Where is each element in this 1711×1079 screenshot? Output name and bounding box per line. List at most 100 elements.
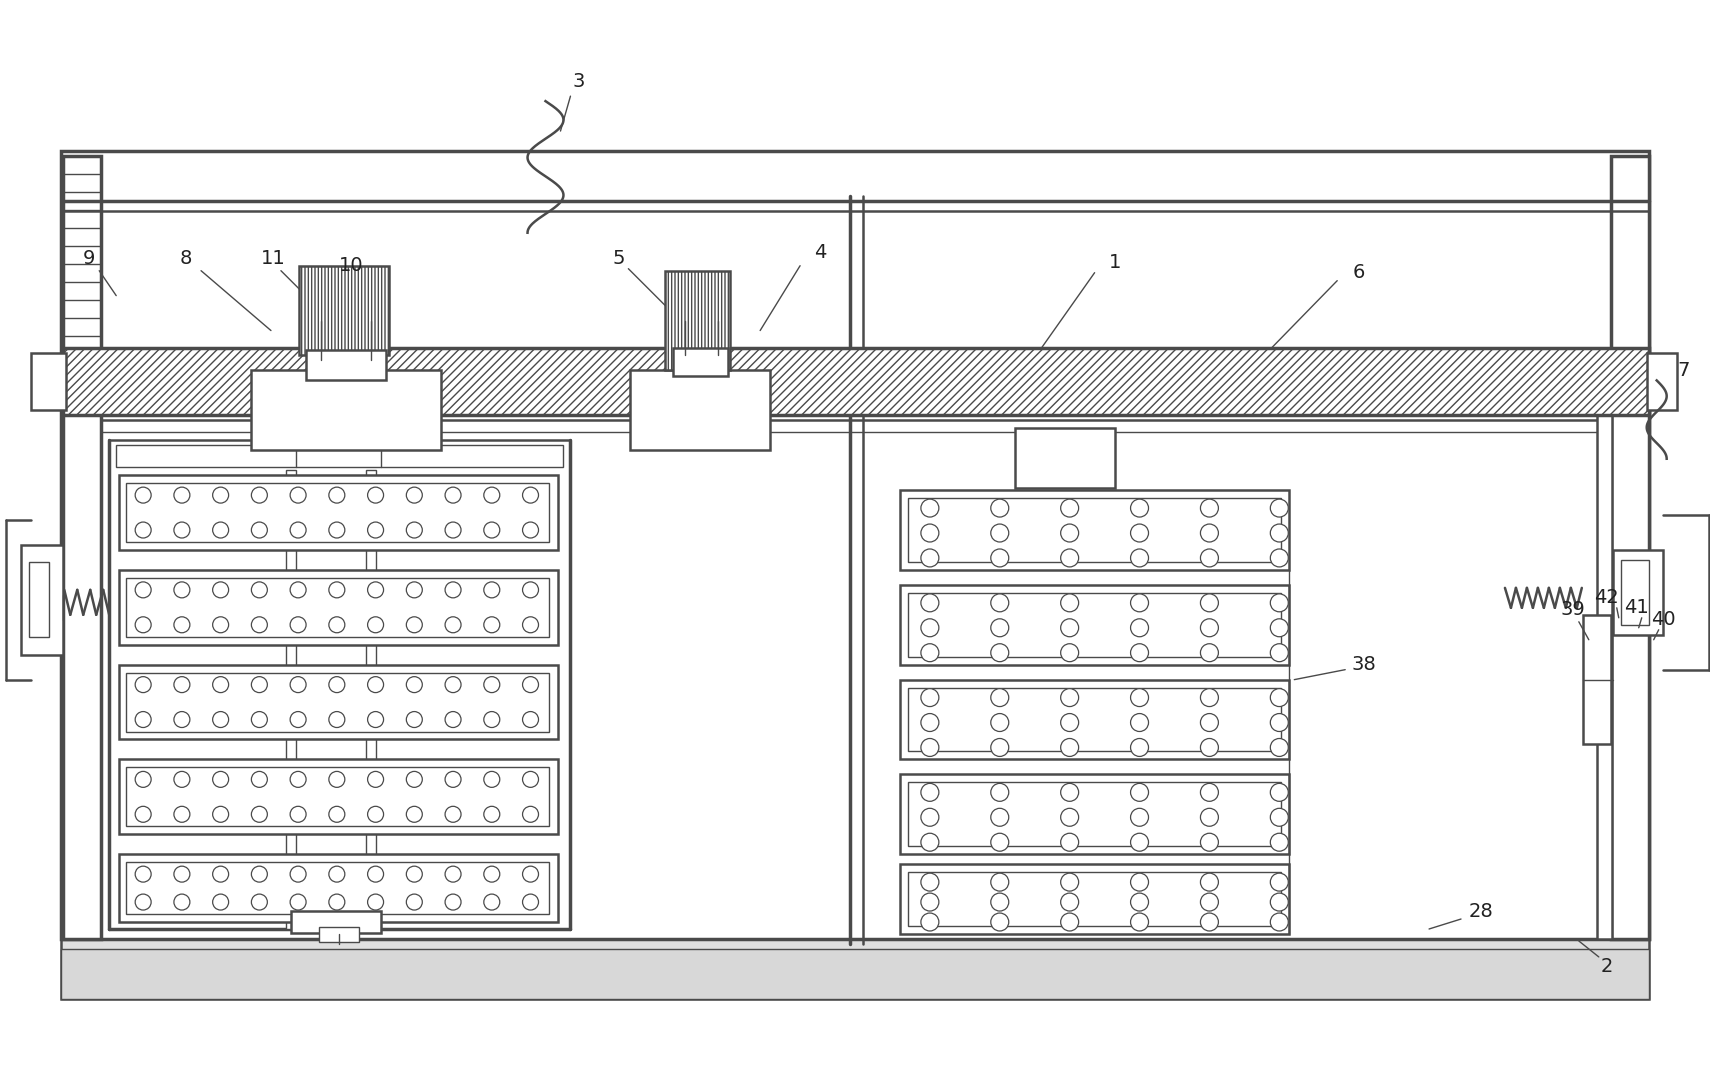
Circle shape <box>1201 873 1218 891</box>
Bar <box>62 948 1649 999</box>
Circle shape <box>445 677 460 693</box>
Circle shape <box>921 688 939 707</box>
Circle shape <box>921 618 939 637</box>
Circle shape <box>329 771 346 788</box>
Circle shape <box>1131 873 1148 891</box>
Circle shape <box>1201 688 1218 707</box>
Circle shape <box>991 593 1009 612</box>
Circle shape <box>135 771 151 788</box>
Circle shape <box>991 808 1009 827</box>
Circle shape <box>921 549 939 566</box>
Circle shape <box>291 894 306 910</box>
Bar <box>120 855 558 923</box>
Circle shape <box>991 893 1009 911</box>
Circle shape <box>1061 808 1078 827</box>
Circle shape <box>252 806 267 822</box>
Circle shape <box>1270 644 1288 661</box>
Circle shape <box>135 617 151 632</box>
Circle shape <box>291 677 306 693</box>
Circle shape <box>1061 893 1078 911</box>
Circle shape <box>1270 783 1288 802</box>
Bar <box>116 446 563 467</box>
Circle shape <box>484 487 500 503</box>
Circle shape <box>406 487 423 503</box>
Circle shape <box>329 711 346 727</box>
Circle shape <box>175 711 190 727</box>
Circle shape <box>135 894 151 910</box>
Circle shape <box>175 894 190 910</box>
Circle shape <box>252 894 267 910</box>
Circle shape <box>445 866 460 883</box>
Circle shape <box>522 617 539 632</box>
Circle shape <box>329 677 346 693</box>
Circle shape <box>484 806 500 822</box>
Circle shape <box>484 582 500 598</box>
Circle shape <box>522 522 539 538</box>
Text: 39: 39 <box>1560 600 1584 619</box>
Circle shape <box>368 866 383 883</box>
Circle shape <box>921 893 939 911</box>
Circle shape <box>1131 893 1148 911</box>
Circle shape <box>1131 913 1148 931</box>
Circle shape <box>406 677 423 693</box>
Circle shape <box>329 487 346 503</box>
Bar <box>306 351 385 381</box>
Circle shape <box>484 617 500 632</box>
Circle shape <box>1270 524 1288 542</box>
Circle shape <box>991 913 1009 931</box>
Circle shape <box>291 522 306 538</box>
Bar <box>127 578 549 637</box>
Circle shape <box>445 771 460 788</box>
Bar <box>1596 351 1612 939</box>
Circle shape <box>921 913 939 931</box>
Circle shape <box>1061 783 1078 802</box>
Circle shape <box>291 771 306 788</box>
Circle shape <box>484 711 500 727</box>
Bar <box>900 680 1290 760</box>
Circle shape <box>1131 500 1148 517</box>
Bar <box>1583 615 1610 745</box>
Circle shape <box>484 522 500 538</box>
Circle shape <box>135 582 151 598</box>
Bar <box>900 490 1290 570</box>
Circle shape <box>1201 593 1218 612</box>
Circle shape <box>1270 833 1288 851</box>
Circle shape <box>1270 593 1288 612</box>
Circle shape <box>1270 893 1288 911</box>
Circle shape <box>1131 593 1148 612</box>
Circle shape <box>1201 500 1218 517</box>
Text: 8: 8 <box>180 249 192 269</box>
Circle shape <box>991 500 1009 517</box>
Text: 3: 3 <box>571 71 585 91</box>
Circle shape <box>921 873 939 891</box>
Bar <box>900 864 1290 934</box>
Circle shape <box>1270 500 1288 517</box>
Text: 28: 28 <box>1468 902 1494 920</box>
Circle shape <box>1201 644 1218 661</box>
Circle shape <box>1131 738 1148 756</box>
Circle shape <box>921 808 939 827</box>
Circle shape <box>175 522 190 538</box>
Circle shape <box>1201 893 1218 911</box>
Circle shape <box>991 549 1009 566</box>
Circle shape <box>522 582 539 598</box>
Circle shape <box>921 738 939 756</box>
Bar <box>909 782 1282 846</box>
Circle shape <box>175 677 190 693</box>
Circle shape <box>212 487 229 503</box>
Bar <box>62 151 1649 939</box>
Circle shape <box>291 487 306 503</box>
Circle shape <box>1131 713 1148 732</box>
Circle shape <box>445 806 460 822</box>
Circle shape <box>406 894 423 910</box>
Text: 1: 1 <box>1109 254 1121 272</box>
Text: 41: 41 <box>1624 599 1649 617</box>
Bar <box>869 201 1569 939</box>
Circle shape <box>1270 738 1288 756</box>
Circle shape <box>484 677 500 693</box>
Circle shape <box>1201 524 1218 542</box>
Circle shape <box>291 711 306 727</box>
Bar <box>110 440 570 929</box>
Circle shape <box>329 522 346 538</box>
Circle shape <box>445 617 460 632</box>
